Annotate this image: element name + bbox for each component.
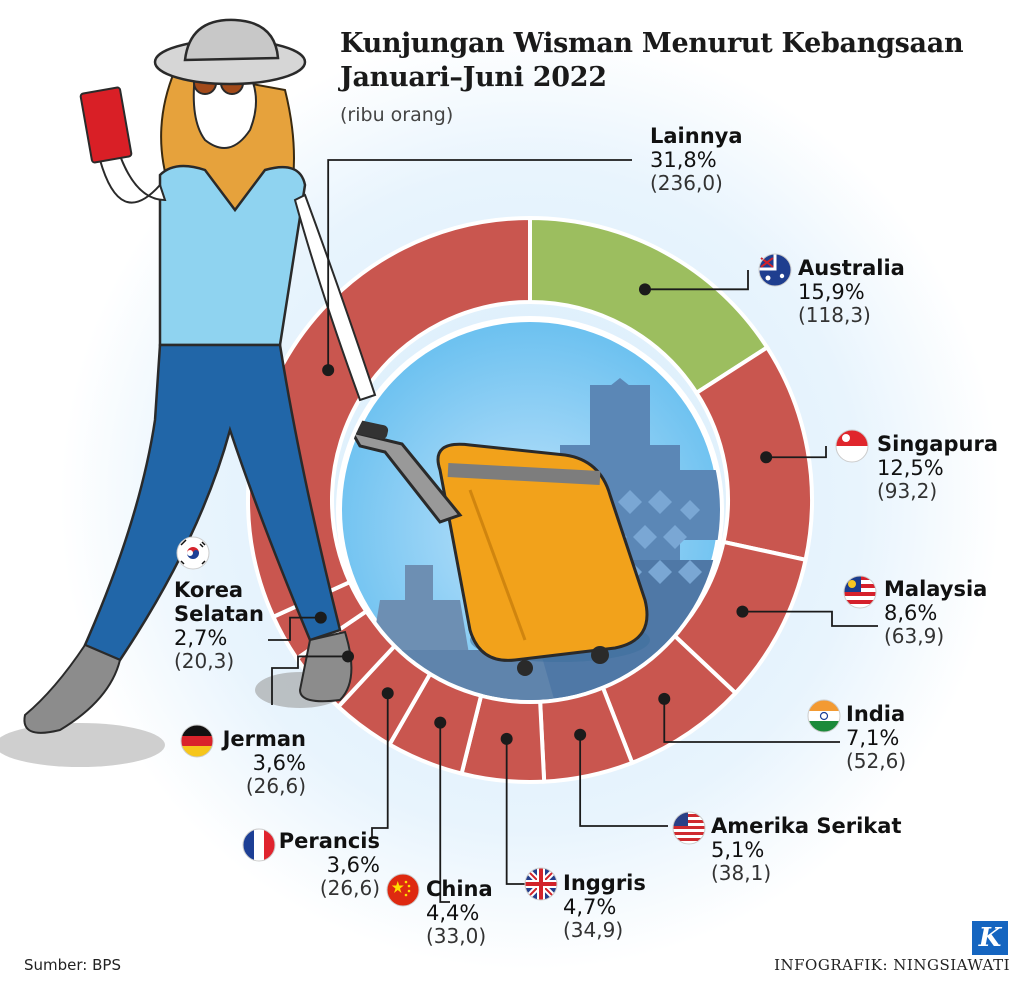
publisher-logo: K: [972, 921, 1008, 955]
leader-lines: [268, 159, 878, 903]
slice-marker-dot: [760, 451, 773, 464]
suitcase-illustration: [347, 418, 649, 676]
slice-value: (26,6): [245, 774, 306, 799]
slice-value: (93,2): [877, 479, 938, 504]
chart-title-line2: Januari–Juni 2022: [340, 62, 607, 93]
slice-percent: 4,7%: [563, 895, 617, 920]
slice-marker-dot: [322, 364, 335, 377]
flags: [176, 253, 877, 907]
slice-name: Korea Selatan: [174, 578, 264, 627]
slice-value: (118,3): [798, 303, 871, 328]
chart-title-line1: Kunjungan Wisman Menurut Kebangsaan: [340, 28, 964, 59]
slice-name: Australia: [798, 256, 905, 280]
label-australia: Australia 15,9% (118,3): [798, 256, 905, 327]
slice-value: (33,0): [426, 924, 487, 949]
leader-line-singapura: [766, 446, 827, 459]
germany-flag-icon: [180, 724, 214, 758]
slice-name: Malaysia: [884, 577, 988, 601]
chart-unit: (ribu orang): [340, 104, 454, 126]
slice-name: Singapura: [877, 432, 998, 456]
france-flag-icon: [242, 828, 276, 862]
slice-marker-dot: [381, 687, 394, 700]
label-malaysia: Malaysia 8,6% (63,9): [884, 577, 987, 648]
uk-flag-icon: [524, 867, 558, 901]
slice-marker-dot: [341, 650, 354, 663]
label-korea-selatan: Korea Selatan 2,7% (20,3): [174, 578, 270, 673]
slice-percent: 3,6%: [326, 853, 380, 878]
leader-line-jerman: [271, 655, 348, 705]
label-singapura: Singapura 12,5% (93,2): [877, 432, 998, 503]
slice-name: Inggris: [563, 871, 646, 895]
leader-line-korea-selatan: [268, 616, 321, 641]
malaysia-flag-icon: [843, 575, 877, 609]
slice-percent: 5,1%: [711, 838, 765, 863]
slice-value: (38,1): [711, 861, 772, 886]
label-jerman: Jerman 3,6% (26,6): [210, 727, 306, 798]
slice-marker-dot: [638, 283, 651, 296]
slice-percent: 15,9%: [798, 280, 865, 305]
slice-percent: 12,5%: [877, 456, 944, 481]
leader-line-lainnya: [327, 159, 632, 371]
label-india: India 7,1% (52,6): [846, 702, 906, 773]
slice-value: (34,9): [563, 918, 624, 943]
slice-percent: 8,6%: [884, 601, 938, 626]
label-china: China 4,4% (33,0): [426, 877, 493, 948]
slice-name: China: [426, 877, 493, 901]
slice-value: (20,3): [174, 649, 235, 674]
china-flag-icon: [386, 873, 420, 907]
slice-value: (26,6): [319, 876, 380, 901]
slice-name: India: [846, 702, 906, 726]
slice-name: Perancis: [278, 829, 380, 853]
label-inggris: Inggris 4,7% (34,9): [563, 871, 646, 942]
south-korea-flag-icon: [176, 536, 210, 570]
slice-marker-dot: [434, 716, 447, 729]
slice-value: (63,9): [884, 624, 945, 649]
leader-line-india: [663, 698, 840, 743]
label-lainnya: Lainnya 31,8% (236,0): [650, 124, 743, 195]
label-amerika-serikat: Amerika Serikat 5,1% (38,1): [711, 814, 901, 885]
slice-percent: 4,4%: [426, 901, 480, 926]
slice-name: Lainnya: [650, 124, 743, 148]
slice-value: (52,6): [846, 749, 907, 774]
slice-marker-dot: [314, 611, 327, 624]
leader-line-amerika-serikat: [579, 734, 668, 827]
australia-flag-icon: [758, 253, 792, 287]
slice-marker-dot: [574, 728, 587, 741]
slice-name: Jerman: [222, 727, 306, 751]
slice-percent: 3,6%: [252, 751, 306, 776]
slice-percent: 7,1%: [846, 726, 900, 751]
slice-name: Amerika Serikat: [711, 814, 902, 838]
label-perancis: Perancis 3,6% (26,6): [268, 829, 380, 900]
slice-marker-dot: [736, 605, 749, 618]
slice-percent: 31,8%: [650, 148, 717, 173]
leader-line-china: [439, 722, 450, 903]
source-note: Sumber: BPS: [24, 956, 121, 974]
leader-line-perancis: [371, 693, 389, 838]
leader-line-malaysia: [742, 610, 878, 627]
singapore-flag-icon: [835, 429, 869, 463]
slice-marker-dot: [500, 732, 513, 745]
india-flag-icon: [807, 699, 841, 733]
traveler-illustration: [0, 18, 377, 767]
slice-percent: 2,7%: [174, 626, 228, 651]
infographic-credit: INFOGRAFIK: NINGSIAWATI: [774, 956, 1010, 974]
slice-marker-dot: [658, 692, 671, 705]
slice-value: (236,0): [650, 171, 723, 196]
leader-line-australia: [644, 270, 749, 291]
usa-flag-icon: [672, 811, 706, 845]
